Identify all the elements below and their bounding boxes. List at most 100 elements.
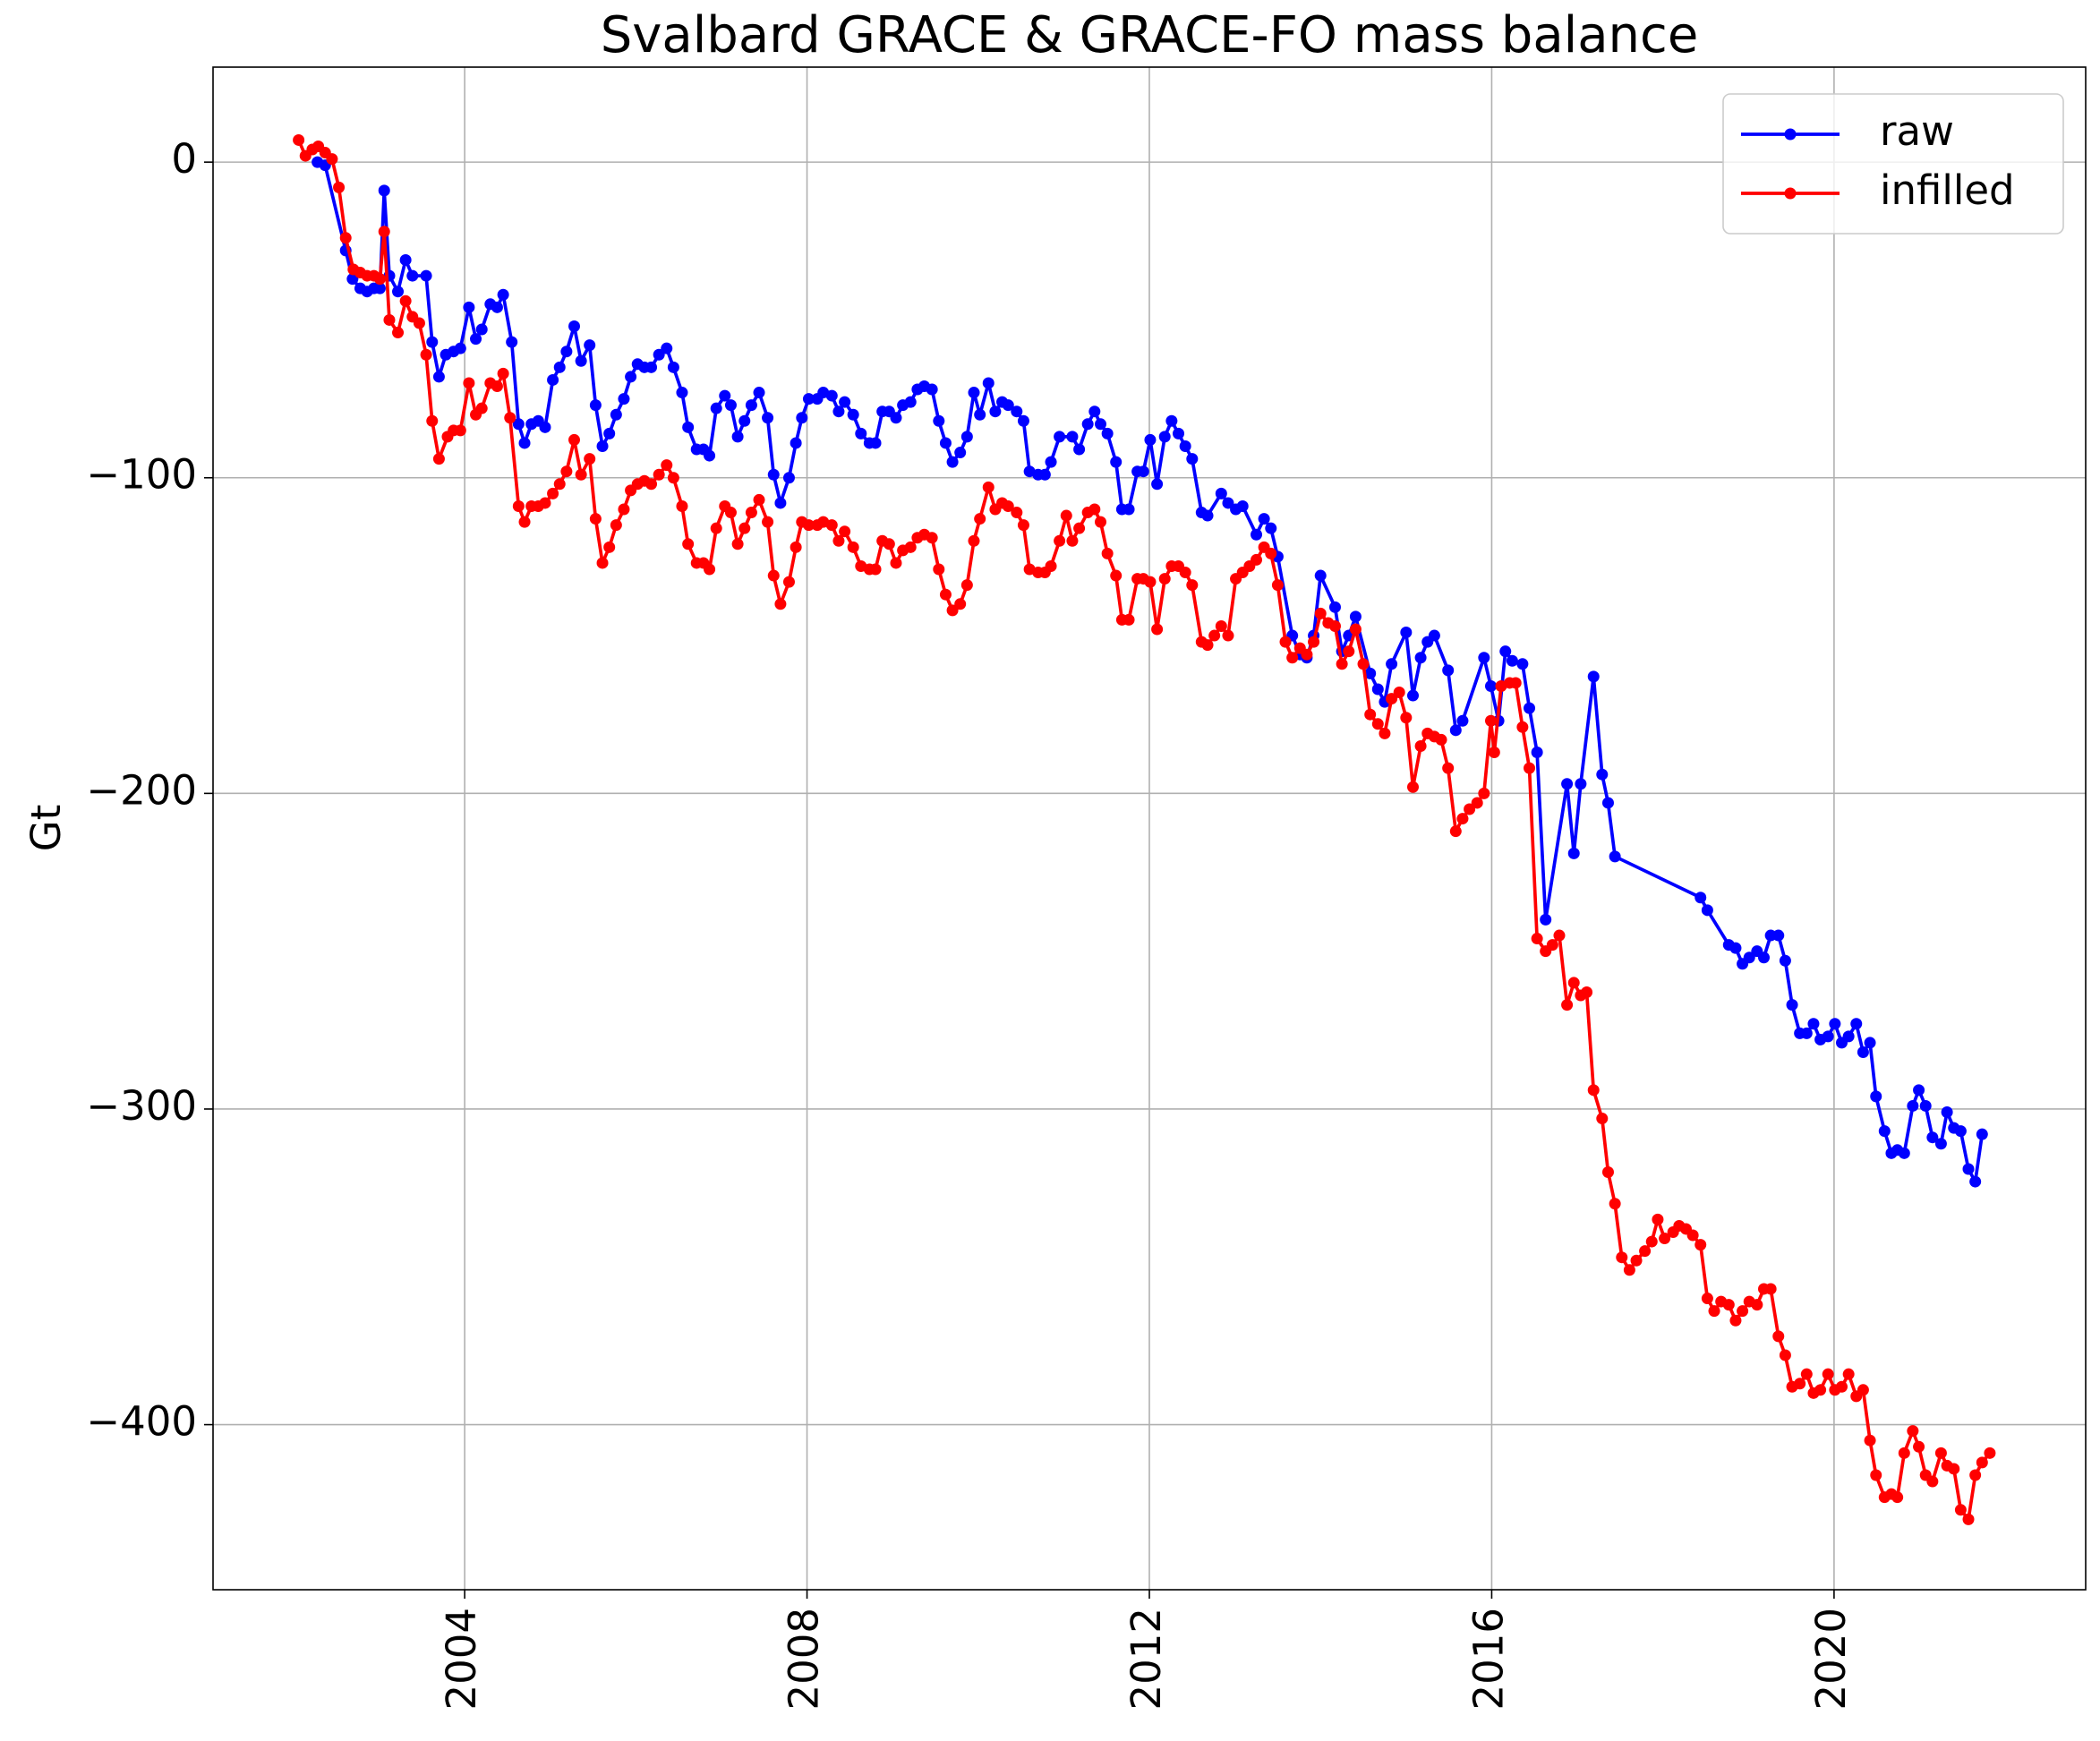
data-point xyxy=(661,342,673,354)
data-point xyxy=(1456,714,1469,727)
data-point xyxy=(1328,619,1341,632)
data-point xyxy=(1379,727,1391,739)
data-point xyxy=(1962,1163,1975,1175)
data-point xyxy=(738,522,751,534)
x-tick-label: 2012 xyxy=(1123,1608,1170,1711)
series-line xyxy=(296,139,1992,1522)
data-point xyxy=(1764,1283,1777,1295)
data-point xyxy=(406,269,419,282)
data-point xyxy=(954,447,967,459)
data-point xyxy=(1081,418,1094,431)
data-point xyxy=(420,348,432,361)
data-point xyxy=(1779,954,1791,967)
data-point xyxy=(512,418,525,431)
data-point xyxy=(1045,456,1057,468)
data-point xyxy=(1414,739,1427,752)
data-point xyxy=(847,541,859,553)
plot-frame xyxy=(212,66,2087,1591)
data-point xyxy=(1073,443,1086,456)
x-tick-label: 2008 xyxy=(781,1608,828,1711)
data-point xyxy=(676,499,688,512)
data-point xyxy=(1842,1368,1855,1380)
data-point xyxy=(506,336,518,348)
data-point xyxy=(682,421,695,433)
data-point xyxy=(1279,636,1292,648)
data-point xyxy=(339,232,352,244)
data-point xyxy=(946,604,959,617)
data-point xyxy=(1073,522,1086,534)
data-point xyxy=(547,487,559,499)
data-point xyxy=(1060,509,1072,522)
data-point xyxy=(1772,1330,1785,1343)
data-point xyxy=(625,371,637,383)
y-tick-label: −100 xyxy=(86,451,197,499)
data-point xyxy=(710,402,722,414)
data-point xyxy=(454,424,466,437)
data-point xyxy=(1969,1175,1982,1188)
data-point xyxy=(1954,1504,1967,1516)
data-point xyxy=(575,468,587,481)
y-tick-label: −200 xyxy=(86,766,197,814)
data-point xyxy=(432,371,445,383)
data-point xyxy=(968,534,980,547)
chart-title: Svalbard GRACE & GRACE-FO mass balance xyxy=(601,6,1699,64)
data-point xyxy=(1941,1105,1953,1118)
data-point xyxy=(1913,1084,1925,1097)
data-point xyxy=(1110,456,1123,468)
data-point xyxy=(1301,648,1313,661)
data-point xyxy=(1695,1239,1707,1251)
data-point xyxy=(667,361,679,373)
data-point xyxy=(1201,639,1214,652)
data-point xyxy=(589,513,602,525)
data-point xyxy=(420,269,432,282)
data-point xyxy=(1038,468,1051,481)
data-point xyxy=(326,153,338,166)
data-point xyxy=(413,317,425,329)
data-point xyxy=(1722,1299,1735,1311)
data-point xyxy=(399,294,412,307)
data-point xyxy=(610,519,622,532)
data-point xyxy=(890,557,902,569)
data-point xyxy=(676,387,688,399)
data-point xyxy=(974,513,986,525)
data-point xyxy=(832,534,845,547)
data-point xyxy=(974,408,986,421)
data-point xyxy=(475,402,488,414)
data-point xyxy=(667,472,679,484)
data-point xyxy=(1729,942,1742,954)
data-point xyxy=(790,437,802,449)
data-point xyxy=(1002,399,1014,412)
data-point xyxy=(1934,1447,1947,1459)
data-point xyxy=(1179,567,1191,579)
y-tick-label: −400 xyxy=(86,1398,197,1446)
data-point xyxy=(1158,431,1171,443)
x-tick-label: 2004 xyxy=(438,1608,485,1711)
data-point xyxy=(1695,892,1707,904)
data-point xyxy=(926,532,938,544)
data-point xyxy=(855,427,867,440)
data-point xyxy=(1864,1037,1876,1049)
data-point xyxy=(839,396,851,408)
data-point xyxy=(1349,610,1362,623)
data-point xyxy=(497,288,509,301)
data-point xyxy=(392,286,405,298)
data-point xyxy=(1891,1491,1904,1504)
data-point xyxy=(1101,427,1114,440)
data-point xyxy=(1258,513,1270,525)
data-point xyxy=(539,497,551,509)
legend-marker xyxy=(1784,128,1797,141)
data-point xyxy=(491,301,503,313)
data-point xyxy=(1110,569,1123,582)
data-point xyxy=(1265,522,1277,534)
data-point xyxy=(1011,507,1023,519)
data-point xyxy=(904,396,917,408)
data-point xyxy=(1011,405,1023,418)
data-point xyxy=(1596,768,1609,781)
data-point xyxy=(825,519,838,532)
data-point xyxy=(1066,534,1079,547)
data-point xyxy=(426,414,439,427)
data-point xyxy=(1842,1030,1855,1043)
data-point xyxy=(1686,1229,1699,1242)
data-point xyxy=(1186,579,1199,592)
